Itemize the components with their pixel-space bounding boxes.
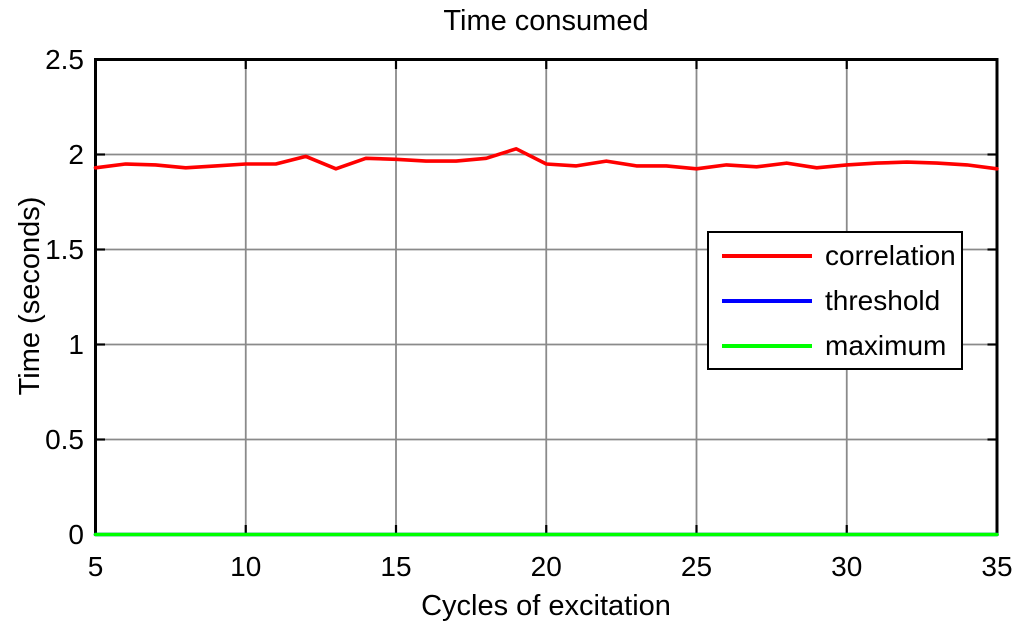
x-tick-label-30: 30 <box>831 551 863 582</box>
chart-title: Time consumed <box>443 5 649 37</box>
legend-line-threshold <box>722 298 812 303</box>
legend-label-maximum: maximum <box>825 329 947 361</box>
y-tick-label-2.5: 2.5 <box>45 43 84 75</box>
legend-line-correlation <box>722 253 812 258</box>
legend-item-correlation: correlation <box>709 233 961 278</box>
x-tick-label-5: 5 <box>87 551 104 582</box>
x-axis-label: Cycles of excitation <box>421 590 671 622</box>
series-line-correlation <box>93 147 999 171</box>
x-tick-label-35: 35 <box>981 551 1013 582</box>
legend-line-maximum <box>722 343 812 348</box>
x-tick-label-10: 10 <box>230 551 262 582</box>
x-tick-label-25: 25 <box>680 551 713 582</box>
y-tick-label-0.5: 0.5 <box>45 423 84 455</box>
x-tick-label-15: 15 <box>380 551 412 582</box>
x-tick-label-20: 20 <box>530 551 562 582</box>
y-tick-label-2: 2 <box>68 138 84 170</box>
legend: correlation threshold maximum <box>707 231 963 370</box>
y-tick-label-1: 1 <box>68 328 84 360</box>
legend-label-threshold: threshold <box>825 284 941 316</box>
legend-item-maximum: maximum <box>709 323 961 368</box>
legend-label-correlation: correlation <box>825 239 956 271</box>
legend-item-threshold: threshold <box>709 278 961 323</box>
y-tick-label-0: 0 <box>68 518 84 550</box>
y-tick-label-1.5: 1.5 <box>45 233 84 265</box>
